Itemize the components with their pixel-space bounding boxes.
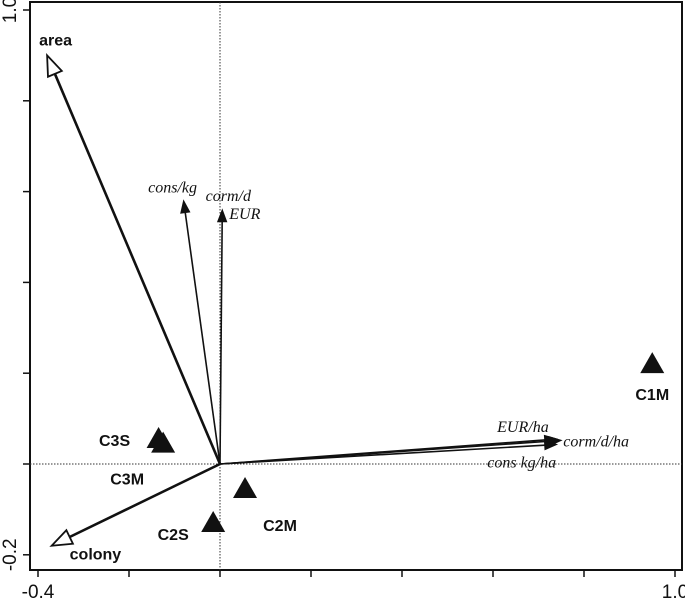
arrow-label: corm/d/ha	[563, 433, 629, 450]
x-tick-label: -0.4	[22, 582, 55, 603]
site-point	[233, 476, 258, 498]
arrow-shaft	[53, 73, 222, 465]
site-point	[640, 352, 665, 374]
points-layer	[146, 352, 665, 533]
plot-frame	[29, 1, 683, 571]
y-tick-label: 1.0	[0, 0, 21, 23]
arrow-label: colony	[70, 547, 122, 564]
x-tick-label: 1.0	[662, 582, 685, 603]
arrow-label: EUR	[228, 206, 260, 223]
arrows-layer	[46, 53, 563, 547]
arrow-label: area	[39, 32, 72, 49]
arrow-label: cons kg/ha	[487, 454, 556, 471]
arrow-shaft	[184, 212, 221, 465]
arrow-head	[49, 528, 75, 547]
y-tick-label: -0.2	[0, 538, 21, 571]
site-point	[201, 511, 226, 533]
arrow-label: corm/d	[206, 188, 252, 205]
site-point	[151, 431, 176, 453]
arrow-shaft	[219, 444, 545, 465]
site-label: C3S	[99, 433, 130, 450]
arrow-head	[180, 199, 191, 214]
site-label: C2S	[158, 527, 189, 544]
arrow-head	[216, 208, 228, 223]
site-label: C3M	[110, 472, 144, 489]
arrow-head	[543, 439, 559, 451]
site-label: C2M	[263, 518, 297, 535]
arrow-label: cons/kg	[148, 180, 197, 197]
arrow-shaft	[69, 462, 221, 539]
arrow-label: EUR/ha	[496, 419, 549, 436]
arrow-head	[46, 53, 64, 79]
arrow-shaft	[219, 221, 223, 465]
site-label: C1M	[635, 387, 669, 404]
